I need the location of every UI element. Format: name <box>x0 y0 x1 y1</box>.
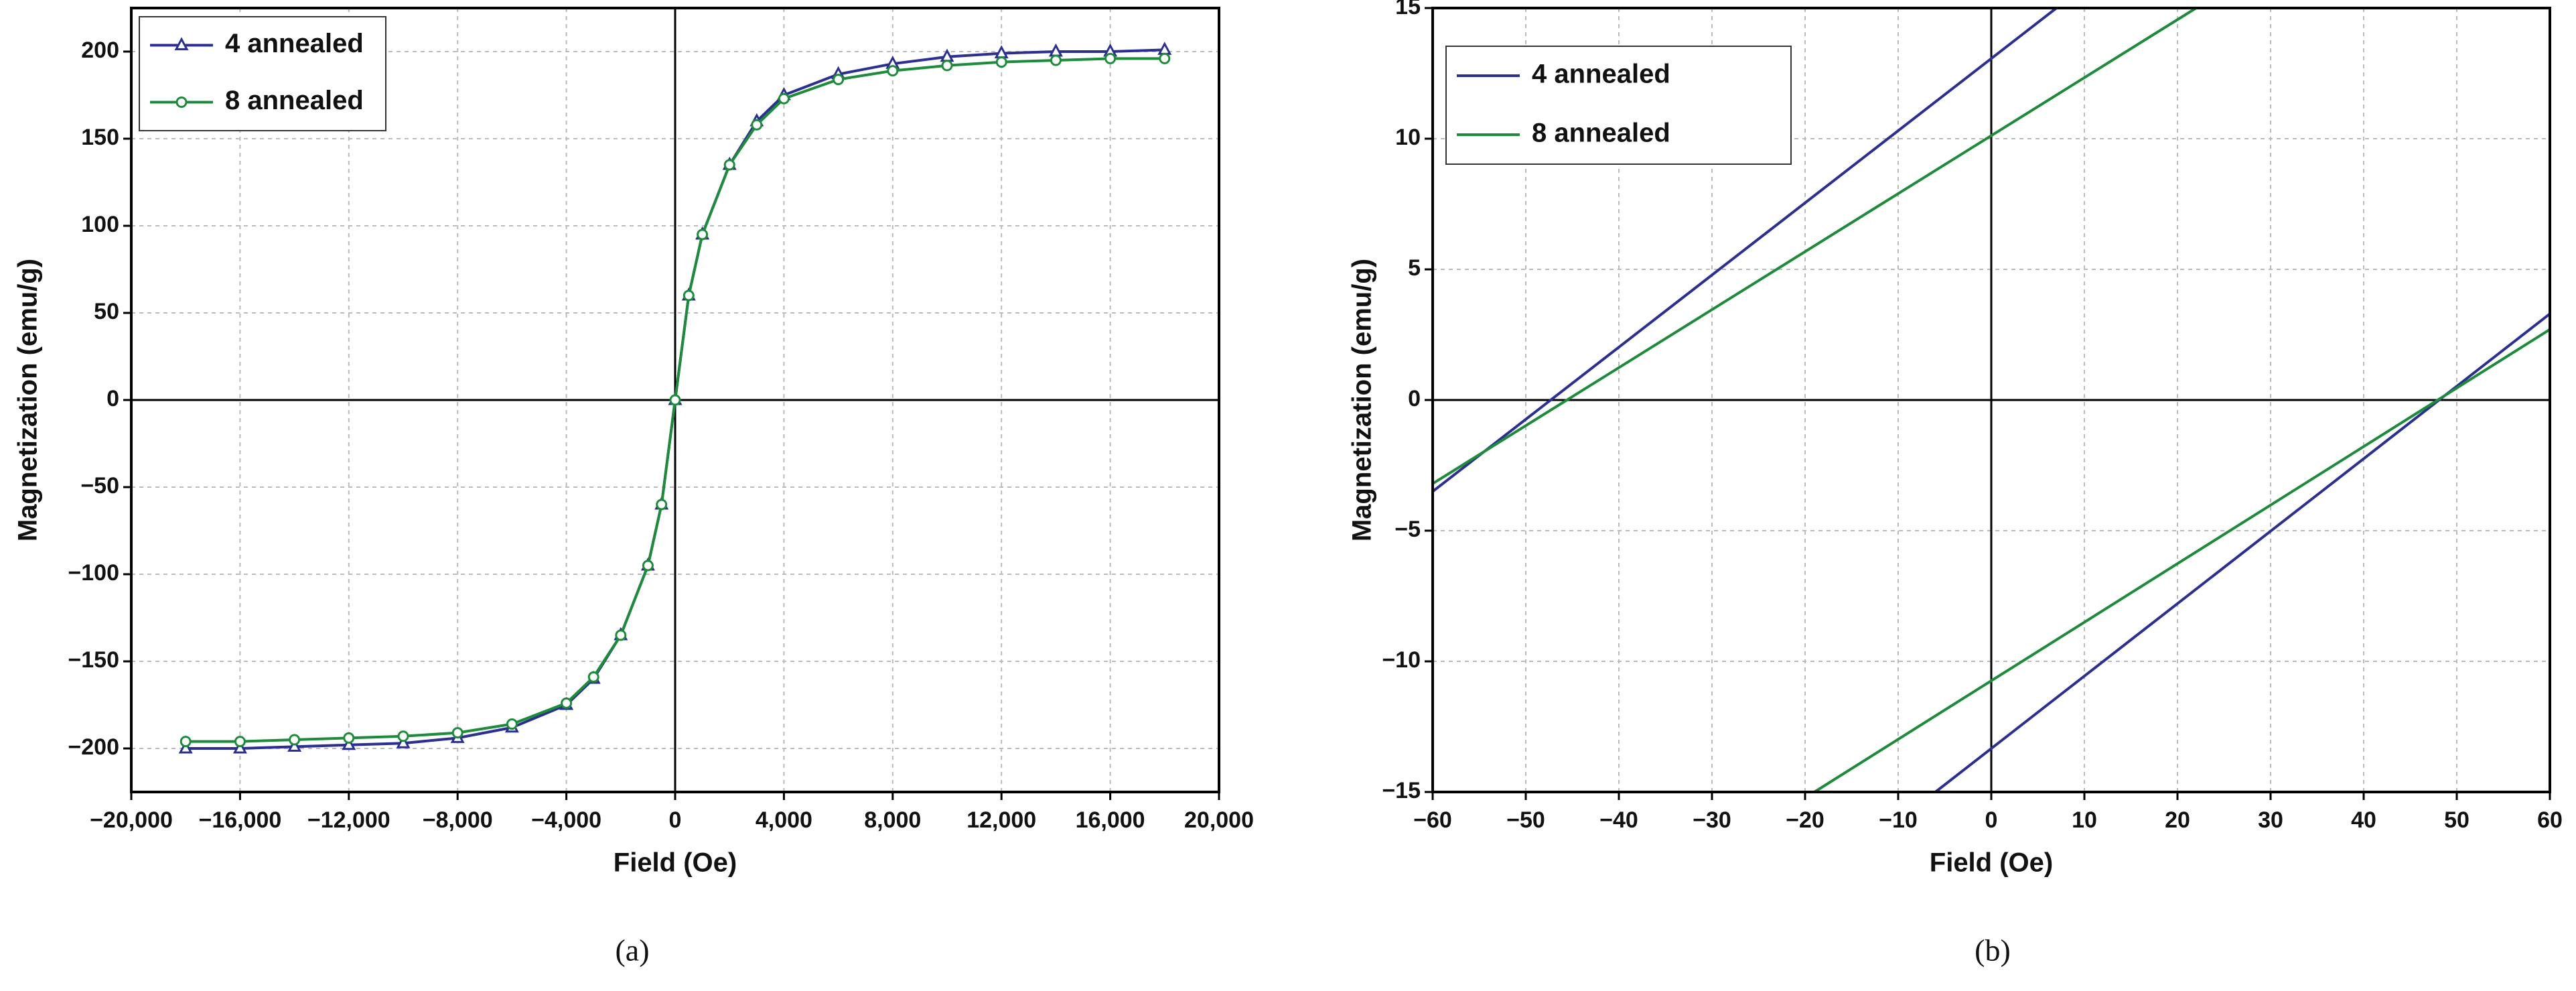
series-line <box>1813 328 2551 793</box>
plot-frame <box>130 7 1220 793</box>
marker <box>180 736 192 748</box>
marker <box>723 159 735 171</box>
x-tick-label: −40 <box>1599 807 1638 833</box>
x-tick-label: −12,000 <box>307 807 390 833</box>
y-tick-label: 150 <box>81 125 119 150</box>
y-tick-label: 0 <box>1408 386 1421 411</box>
y-tick-label: −150 <box>68 647 119 673</box>
legend-label: 8 annealed <box>225 86 364 115</box>
y-tick-label: −50 <box>80 473 119 499</box>
series-line <box>1431 7 2197 485</box>
y-tick-label: −5 <box>1394 517 1421 542</box>
series-line <box>1934 312 2551 793</box>
y-tick-label: −15 <box>1382 778 1421 803</box>
marker <box>683 289 695 302</box>
x-tick-label: 0 <box>1985 807 1998 833</box>
plot-frame <box>1431 7 2551 793</box>
marker <box>451 727 463 739</box>
legend-marker <box>174 37 189 50</box>
marker <box>561 697 573 709</box>
x-tick-label: −60 <box>1413 807 1452 833</box>
marker <box>833 74 845 86</box>
y-tick-label: 0 <box>106 386 119 411</box>
x-tick-label: 30 <box>2258 807 2283 833</box>
legend-label: 4 annealed <box>225 29 364 58</box>
y-tick-label: −100 <box>68 560 119 586</box>
x-tick-label: −10 <box>1879 807 1918 833</box>
x-tick-label: 4,000 <box>756 807 812 833</box>
marker <box>615 629 627 641</box>
legend-label: 8 annealed <box>1532 119 1670 148</box>
x-tick-label: 8,000 <box>864 807 921 833</box>
x-tick-label: −20,000 <box>90 807 173 833</box>
marker <box>343 732 355 744</box>
marker <box>1048 43 1063 57</box>
x-axis-title: Field (Oe) <box>1930 848 2053 878</box>
marker <box>587 671 599 683</box>
marker <box>656 499 668 511</box>
y-tick-label: 10 <box>1395 125 1421 150</box>
marker <box>697 228 709 241</box>
x-tick-label: −20 <box>1786 807 1824 833</box>
x-tick-label: −8,000 <box>423 807 493 833</box>
x-tick-label: 12,000 <box>967 807 1036 833</box>
marker <box>342 736 356 750</box>
marker <box>941 60 953 72</box>
marker <box>642 559 654 572</box>
marker <box>887 65 899 77</box>
x-tick-label: 0 <box>669 807 682 833</box>
legend-box <box>1445 46 1792 165</box>
y-tick-label: 50 <box>94 299 119 324</box>
y-tick-label: 5 <box>1408 255 1421 281</box>
marker <box>940 48 954 62</box>
x-tick-label: −50 <box>1506 807 1545 833</box>
marker <box>1157 42 1172 55</box>
x-tick-label: 50 <box>2444 807 2470 833</box>
legend-label: 4 annealed <box>1532 60 1670 89</box>
series-line <box>1431 7 2058 493</box>
marker <box>995 56 1007 68</box>
marker <box>289 734 301 746</box>
y-tick-label: −10 <box>1382 647 1421 673</box>
legend-marker <box>175 96 188 108</box>
marker <box>506 718 518 730</box>
marker <box>178 740 193 754</box>
y-tick-label: 100 <box>81 212 119 237</box>
chart: −20,000 −16,000 −12,000 −8,000 −4,000 0 4,000 8… <box>13 7 1254 968</box>
x-tick-label: 40 <box>2351 807 2376 833</box>
marker <box>994 45 1009 59</box>
marker <box>1104 52 1117 64</box>
x-tick-label: 20,000 <box>1184 807 1254 833</box>
x-tick-label: −4,000 <box>531 807 601 833</box>
chart: −60 −50 −40 −30 −20 −10 0 10 20 30 40 50 60−15−10−50… <box>1348 0 2563 968</box>
x-tick-label: 20 <box>2165 807 2190 833</box>
x-tick-label: 60 <box>2537 807 2563 833</box>
x-tick-label: −30 <box>1693 807 1731 833</box>
marker <box>1159 52 1171 64</box>
x-tick-label: 16,000 <box>1076 807 1145 833</box>
caption: (b) <box>1975 933 2011 968</box>
marker <box>234 736 246 748</box>
y-tick-label: −200 <box>68 734 119 760</box>
marker <box>232 740 247 754</box>
y-axis-title: Magnetization (emu/g) <box>1348 259 1377 541</box>
marker <box>287 738 302 752</box>
marker <box>669 394 681 406</box>
marker <box>751 119 763 131</box>
marker <box>396 735 411 748</box>
x-axis-title: Field (Oe) <box>614 848 737 878</box>
marker <box>397 730 409 742</box>
marker <box>1050 54 1062 66</box>
y-axis-title: Magnetization (emu/g) <box>13 259 43 541</box>
marker <box>778 92 790 105</box>
x-tick-label: −16,000 <box>198 807 281 833</box>
y-tick-label: 15 <box>1395 0 1421 19</box>
x-tick-label: 10 <box>2072 807 2097 833</box>
caption: (a) <box>615 933 649 968</box>
legend-box <box>139 16 386 131</box>
y-tick-label: 200 <box>81 38 119 63</box>
